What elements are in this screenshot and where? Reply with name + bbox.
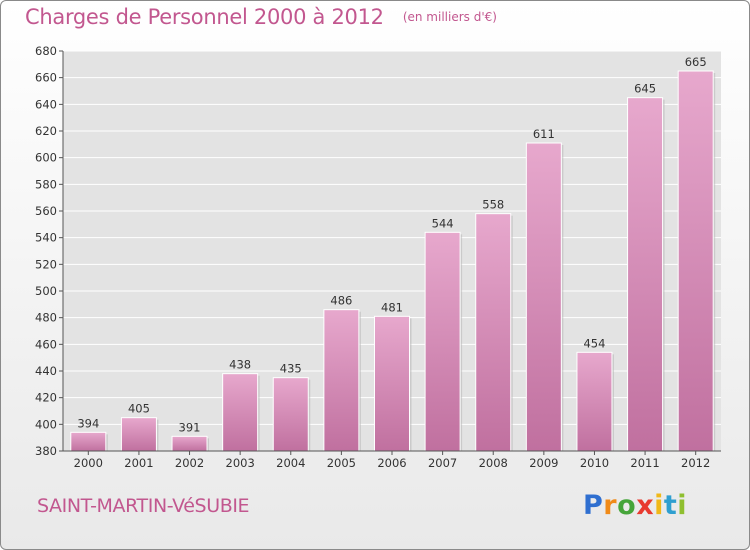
y-tick-label: 600 xyxy=(35,151,57,165)
data-label: 558 xyxy=(482,198,504,212)
data-label: 454 xyxy=(583,336,605,350)
bar xyxy=(323,309,360,452)
x-tick-label: 2001 xyxy=(124,456,153,470)
y-tick-label: 400 xyxy=(35,417,57,431)
y-tick-label: 660 xyxy=(35,71,57,85)
logo-letter: P xyxy=(583,490,604,521)
y-tick-label: 580 xyxy=(35,177,57,191)
x-tick-label: 2003 xyxy=(226,456,255,470)
bar xyxy=(525,142,562,452)
data-label: 486 xyxy=(330,294,352,308)
bar xyxy=(171,435,208,452)
data-label: 405 xyxy=(128,402,150,416)
y-tick-label: 380 xyxy=(35,444,57,458)
bar xyxy=(677,70,714,452)
data-label: 645 xyxy=(634,82,656,96)
y-tick-label: 560 xyxy=(35,204,57,218)
x-tick-label: 2010 xyxy=(580,456,609,470)
chart-unit-label: (en milliers d'€) xyxy=(402,10,497,24)
logo-letter: i xyxy=(654,490,664,521)
proxiti-logo[interactable]: Proxiti xyxy=(583,490,687,521)
y-tick-label: 500 xyxy=(35,284,57,298)
y-tick-label: 480 xyxy=(35,311,57,325)
chart-title: Charges de Personnel 2000 à 2012 xyxy=(25,5,384,29)
bar xyxy=(120,417,157,452)
data-label: 435 xyxy=(280,362,302,376)
x-tick-label: 2005 xyxy=(327,456,356,470)
logo-letter: r xyxy=(603,490,618,521)
x-tick-label: 2006 xyxy=(377,456,406,470)
bar xyxy=(222,373,259,452)
x-tick-label: 2009 xyxy=(529,456,558,470)
bar xyxy=(475,213,512,452)
data-label: 438 xyxy=(229,358,251,372)
data-label: 481 xyxy=(381,300,403,314)
logo-letter: o xyxy=(617,490,637,521)
x-tick-label: 2002 xyxy=(175,456,204,470)
y-tick-label: 420 xyxy=(35,391,57,405)
bar xyxy=(374,315,410,452)
bar xyxy=(424,231,461,452)
logo-letter: i xyxy=(677,490,688,521)
y-tick-label: 680 xyxy=(35,44,57,58)
logo-letter: t xyxy=(663,490,678,521)
y-tick-label: 440 xyxy=(35,364,57,378)
y-tick-label: 620 xyxy=(35,124,57,138)
x-tick-label: 2012 xyxy=(681,456,710,470)
title-row: Charges de Personnel 2000 à 2012 (en mil… xyxy=(25,5,497,29)
y-tick-label: 540 xyxy=(35,231,57,245)
data-label: 391 xyxy=(179,420,201,434)
bar xyxy=(70,431,107,452)
y-tick-label: 520 xyxy=(35,257,57,271)
data-label: 544 xyxy=(432,216,454,230)
bar xyxy=(272,377,309,452)
bar xyxy=(576,351,613,452)
y-tick-label: 460 xyxy=(35,337,57,351)
x-tick-label: 2011 xyxy=(630,456,659,470)
data-label: 611 xyxy=(533,127,555,141)
x-tick-label: 2008 xyxy=(479,456,508,470)
bar xyxy=(627,97,664,452)
data-label: 665 xyxy=(685,55,707,69)
commune-name: SAINT-MARTIN-VéSUBIE xyxy=(37,495,250,517)
logo-letter: x xyxy=(636,490,655,521)
x-tick-label: 2007 xyxy=(428,456,457,470)
x-tick-label: 2004 xyxy=(276,456,305,470)
y-tick-label: 640 xyxy=(35,97,57,111)
x-tick-label: 2000 xyxy=(74,456,103,470)
data-label: 394 xyxy=(77,416,99,430)
